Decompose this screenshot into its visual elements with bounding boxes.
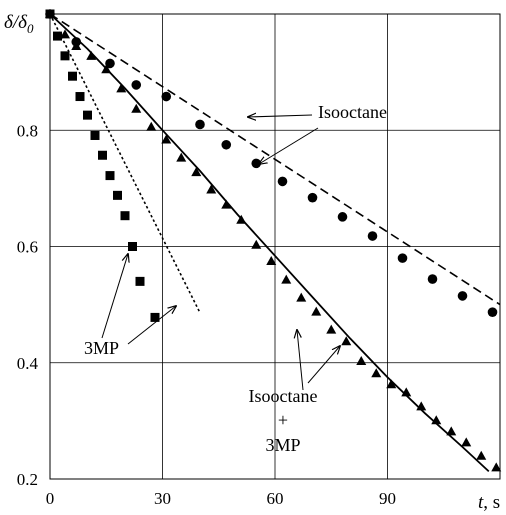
square-point [128,242,137,251]
circle-point [105,58,115,69]
annotation-mix-line3: 3MP [265,435,300,455]
annotations: Isooctane 3MP Isooctane + 3MP [84,102,387,455]
tick-labels: 0 30 60 90 0.2 0.4 0.6 0.8 [17,121,396,508]
circle-point [457,291,468,301]
triangle-point [131,103,142,113]
square-point [53,31,62,41]
triangle-point [476,450,487,460]
triangle-point [491,462,502,472]
circle-point [131,80,142,90]
circle-point [221,139,232,150]
square-point [83,110,92,120]
square-point [45,9,55,19]
y-tick-label: 0.2 [17,470,38,489]
circle-point [161,91,172,102]
triangle-point [416,401,427,411]
annotation-isooctane: Isooctane [318,102,387,122]
annotation-mix-plus: + [278,410,288,430]
circle-point [307,192,318,203]
circle-point [397,253,408,263]
line-solid [49,13,490,473]
square-point [68,71,77,81]
triangle-point [386,379,397,389]
data-markers [45,9,502,472]
triangle-point [236,214,247,224]
triangle-point [101,64,112,74]
triangle-point [401,387,412,397]
triangle-point [60,29,70,39]
y-tick-label: 0.8 [17,121,38,140]
annotation-3mp: 3MP [84,338,119,358]
plot-frame [49,13,501,480]
triangle-point [71,40,82,50]
triangle-point [296,292,307,302]
triangle-point [221,199,232,209]
x-tick-label: 0 [46,489,55,508]
triangle-point [281,274,292,284]
triangle-point [446,426,457,436]
triangle-point [461,437,472,447]
arrow-mix-to-solid [307,346,340,384]
grid [49,13,501,480]
triangle-point [176,152,187,162]
arrow-3mp-to-dotted [101,254,128,339]
arrow-isooctane-to-dashed [248,115,313,117]
arrow-3mp-to-squares [127,306,176,345]
triangle-point [206,184,217,194]
arrow-isooctane-to-circles [259,127,319,164]
triangle-point [266,256,277,266]
annotation-mix-line1: Isooctane [249,386,318,406]
y-axis-label: δ/δ0 [4,12,34,36]
square-point [98,150,107,160]
square-point [135,276,145,286]
triangle-point [86,50,97,60]
square-point [105,171,115,181]
y-tick-label: 0.6 [17,238,38,257]
triangle-point [146,121,157,131]
circle-point [337,212,348,222]
triangle-point [326,324,337,334]
triangle-point [191,167,202,177]
y-tick-label: 0.4 [17,354,39,373]
triangle-point [251,239,262,249]
x-tick-label: 30 [154,489,171,508]
square-point [150,312,160,322]
line-dashed [49,13,501,306]
triangle-point [431,415,442,425]
triangle-point [161,134,172,144]
triangle-point [311,306,322,316]
triangle-point [341,336,352,346]
square-point [120,211,130,221]
x-axis-label: t, s [478,492,500,513]
arrow-mix-to-triangles [297,330,304,391]
triangle-point [356,356,367,366]
square-point [60,51,70,61]
circle-point [195,119,205,130]
circle-point [367,231,378,241]
square-point [75,92,85,102]
x-tick-label: 60 [267,489,284,508]
circle-point [277,176,288,187]
triangle-point [371,368,382,378]
square-point [90,130,100,140]
line-dotted [49,13,201,314]
square-point [113,190,122,200]
circle-point [427,274,438,284]
trend-lines [49,13,501,473]
x-tick-label: 90 [379,489,396,508]
triangle-point [116,83,127,93]
circle-point [487,307,498,317]
